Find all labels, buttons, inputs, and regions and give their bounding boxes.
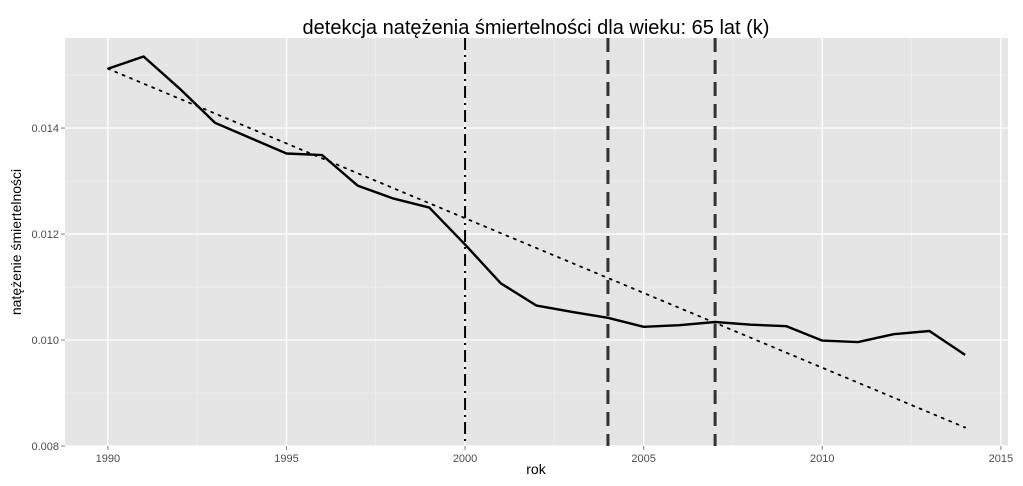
vertical-marker-lines (464, 38, 717, 446)
y-axis-ticks: 0.008 0.010 0.012 0.014 (31, 123, 65, 453)
y-tick-label: 0.012 (31, 229, 59, 241)
x-tick-label: 2015 (989, 453, 1013, 465)
x-tick-label: 2000 (453, 453, 477, 465)
x-tick-label: 1990 (96, 453, 120, 465)
y-tick-label: 0.010 (31, 335, 59, 347)
y-tick-label: 0.014 (31, 123, 59, 135)
y-axis-title: natężenie śmiertelności (8, 169, 24, 315)
x-tick-label: 2010 (810, 453, 834, 465)
y-tick-label: 0.008 (31, 441, 59, 453)
major-grid (65, 38, 1008, 447)
chart-title: detekcja natężenia śmiertelności dla wie… (303, 17, 770, 39)
x-tick-label: 2005 (631, 453, 655, 465)
x-tick-label: 1995 (274, 453, 298, 465)
plot-panel (65, 38, 1008, 446)
series-lines (107, 55, 966, 429)
trend-line (107, 67, 966, 429)
minor-grid (65, 38, 1008, 446)
x-axis-ticks: 1990 1995 2000 2005 2010 2015 (96, 446, 1013, 465)
x-axis-title: rok (526, 461, 546, 477)
mortality-rate-line (107, 55, 966, 356)
